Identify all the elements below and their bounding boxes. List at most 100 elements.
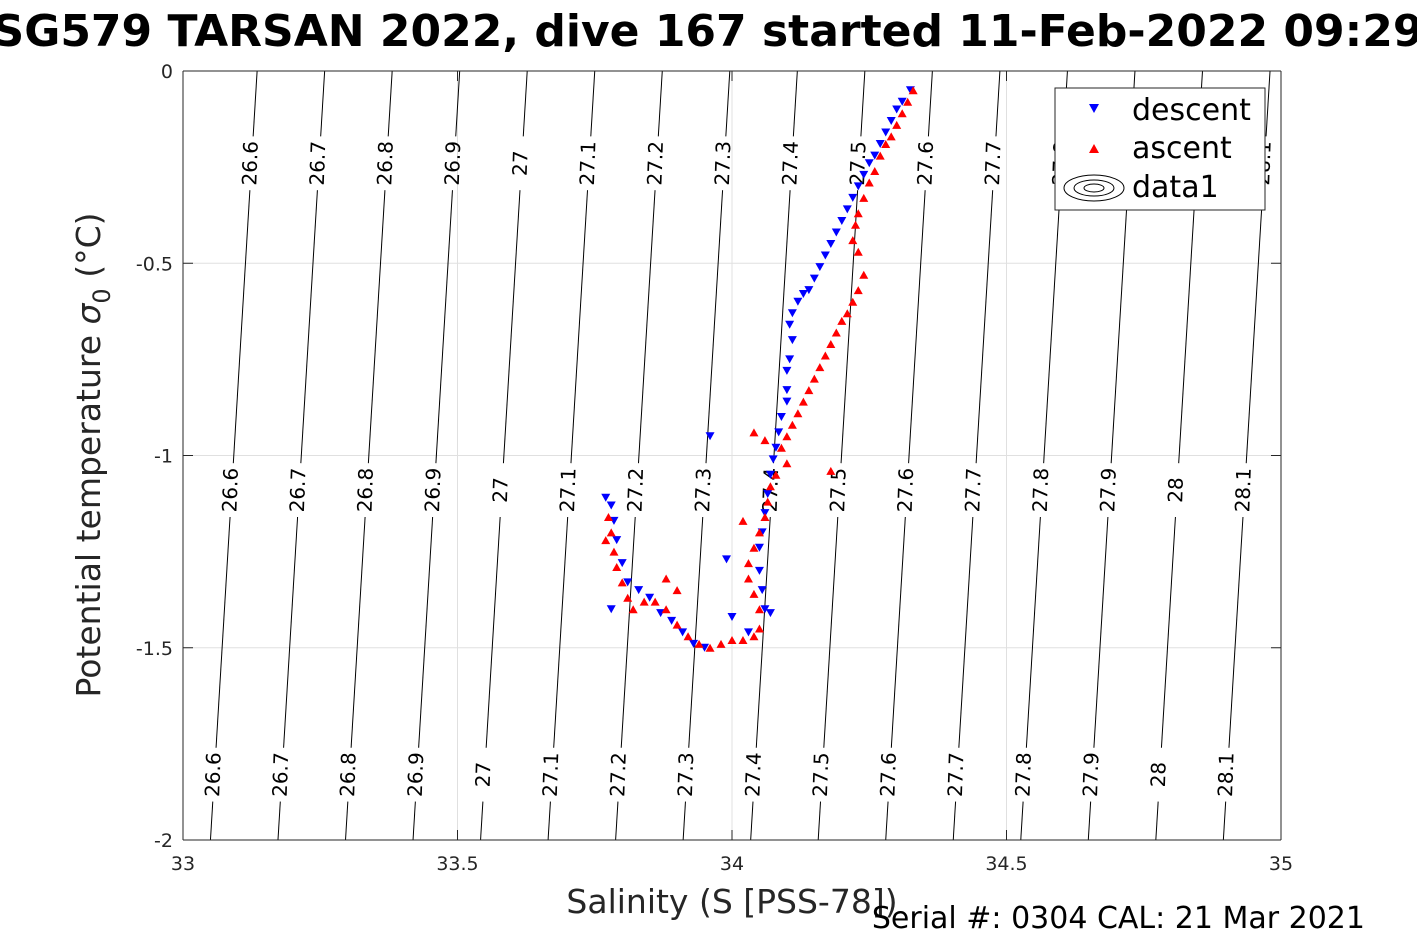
data-point-descent xyxy=(782,397,792,406)
data-point-descent xyxy=(881,128,891,137)
data-point-ascent xyxy=(848,236,858,245)
data-point-ascent xyxy=(749,632,759,641)
isopycnal-label: 27.2 xyxy=(642,141,668,186)
isopycnal-27.3: 27.3 27.3 27.3 xyxy=(673,71,735,840)
y-tick-label: -2 xyxy=(154,830,173,852)
isopycnal-segment xyxy=(908,190,926,464)
isopycnal-label: 27.4 xyxy=(740,752,766,797)
data-point-ascent xyxy=(864,178,874,187)
data-point-descent xyxy=(612,536,622,545)
isopycnal-segment xyxy=(1222,801,1227,840)
isopycnal-segment xyxy=(485,516,501,748)
data-point-ascent xyxy=(826,339,836,348)
data-point-ascent xyxy=(815,363,825,372)
data-point-descent xyxy=(787,336,797,345)
data-point-ascent xyxy=(738,636,748,645)
isopycnal-label: 27.2 xyxy=(605,752,631,797)
isopycnal-label: 27.5 xyxy=(845,141,871,186)
data-point-ascent xyxy=(606,528,616,537)
isopycnal-segment xyxy=(792,71,798,137)
data-point-descent xyxy=(848,193,858,202)
isopycnal-segment xyxy=(1228,516,1244,748)
data-point-ascent xyxy=(853,247,863,256)
isopycnal-segment xyxy=(1093,516,1109,748)
isopycnal-segment xyxy=(435,190,453,464)
data-point-descent xyxy=(667,616,677,625)
data-point-ascent xyxy=(787,420,797,429)
data-point-descent xyxy=(782,386,792,395)
data-point-ascent xyxy=(749,428,759,437)
isopycnal-label: 27.6 xyxy=(875,752,901,797)
isopycnal-label: 27.1 xyxy=(575,141,601,186)
data-point-ascent xyxy=(603,513,613,522)
isopycnal-segment xyxy=(860,71,866,137)
data-point-ascent xyxy=(601,536,611,545)
isopycnal-segment xyxy=(840,190,859,464)
isopycnal-segment xyxy=(750,801,754,840)
isopycnal-26.8: 26.8 26.8 26.8 xyxy=(335,71,398,840)
data-point-descent xyxy=(864,159,874,168)
isopycnal-segment xyxy=(890,516,906,748)
isopycnal-label: 27.2 xyxy=(623,467,649,512)
data-point-descent xyxy=(757,586,767,595)
isopycnal-label: 27.6 xyxy=(893,467,919,512)
data-point-descent xyxy=(763,489,773,498)
data-point-descent xyxy=(837,216,847,225)
data-point-ascent xyxy=(851,220,861,229)
data-point-descent xyxy=(774,428,784,437)
isopycnal-27.7: 27.7 27.7 27.7 xyxy=(943,71,1006,840)
data-point-descent xyxy=(842,205,852,214)
data-point-descent xyxy=(870,151,880,160)
data-point-descent xyxy=(798,290,808,299)
data-point-descent xyxy=(785,355,795,364)
isopycnal-label: 27.5 xyxy=(808,752,834,797)
isopycnal-label: 26.9 xyxy=(440,141,466,186)
data-point-descent xyxy=(768,455,778,464)
data-point-descent xyxy=(705,432,715,441)
data-point-ascent xyxy=(831,328,841,337)
isopycnal-segment xyxy=(823,516,839,748)
data-point-descent xyxy=(853,182,863,191)
x-tick-label: 35 xyxy=(1269,853,1293,875)
isopycnal-segment xyxy=(387,71,393,137)
isopycnal-segment xyxy=(570,190,589,464)
isopycnal-label: 26.8 xyxy=(335,752,361,797)
isopycnal-segment xyxy=(1110,190,1129,464)
isopycnal-label: 26.8 xyxy=(372,141,398,186)
data-point-descent xyxy=(606,605,616,614)
isopycnal-segment xyxy=(350,516,366,748)
isopycnal-label: 26.6 xyxy=(217,467,243,512)
data-point-ascent xyxy=(853,286,863,295)
data-point-ascent xyxy=(826,466,836,475)
isopycnal-segment xyxy=(688,516,704,748)
x-tick-label: 33 xyxy=(171,853,195,875)
data-point-descent xyxy=(809,274,819,283)
isopycnal-segment xyxy=(615,801,619,840)
data-point-descent xyxy=(892,105,902,114)
data-point-ascent xyxy=(738,516,748,525)
isopycnal-segment xyxy=(682,801,686,840)
data-point-descent xyxy=(826,240,836,249)
data-point-ascent xyxy=(650,597,660,606)
isopycnal-segment xyxy=(367,190,386,464)
isopycnal-label: 26.7 xyxy=(305,141,331,186)
isopycnal-label: 27 xyxy=(488,477,513,503)
data-point-ascent xyxy=(609,547,619,556)
data-point-descent xyxy=(760,605,770,614)
isopycnal-27.6: 27.6 27.6 27.6 xyxy=(875,71,938,840)
data-point-ascent xyxy=(661,605,671,614)
data-point-ascent xyxy=(760,436,770,445)
data-point-ascent xyxy=(749,543,759,552)
isopycnal-label: 27.5 xyxy=(825,467,851,512)
isopycnal-label: 27.7 xyxy=(980,141,1006,186)
data-point-descent xyxy=(875,140,885,149)
data-point-ascent xyxy=(771,470,781,479)
isopycnal-segment xyxy=(209,801,214,840)
isopycnal-label: 26.8 xyxy=(352,467,378,512)
data-point-descent xyxy=(743,628,753,637)
series-ascent xyxy=(601,86,918,652)
data-point-ascent xyxy=(853,209,863,218)
data-point-descent xyxy=(678,628,688,637)
isopycnal-label: 26.7 xyxy=(268,752,294,797)
